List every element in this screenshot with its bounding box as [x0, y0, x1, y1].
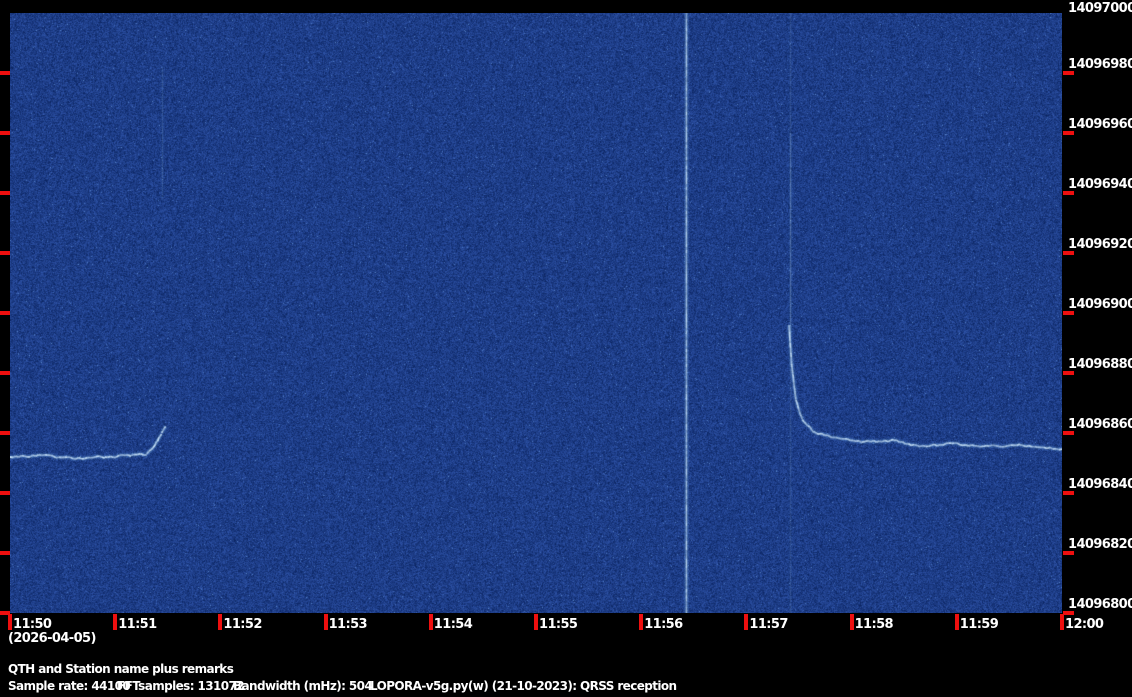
spectrogram-waterfall — [10, 13, 1062, 613]
freq-axis-label: 14096800 — [1068, 597, 1132, 612]
freq-tick-right — [1063, 311, 1074, 315]
time-tick — [1060, 614, 1064, 630]
freq-tick-left — [0, 251, 10, 255]
freq-tick-left — [0, 311, 10, 315]
freq-tick-right — [1063, 191, 1074, 195]
freq-tick-left — [0, 131, 10, 135]
time-axis-label: 11:50 — [13, 617, 52, 632]
time-axis-label: 11:58 — [854, 617, 894, 632]
time-axis-label: 11:53 — [328, 617, 368, 632]
time-tick — [954, 614, 959, 630]
freq-tick-right — [1063, 251, 1074, 255]
footer-info-item: FFTsamples: 131072 — [117, 679, 245, 693]
time-axis-label: 11:52 — [223, 617, 262, 632]
time-tick — [218, 614, 223, 630]
time-axis-label: 11:54 — [433, 617, 473, 632]
time-axis-label: 11:56 — [644, 617, 683, 632]
freq-tick-left — [0, 491, 10, 495]
freq-axis-label: 14096940 — [1068, 177, 1132, 192]
time-axis-label: 12:00 — [1065, 617, 1104, 632]
time-tick — [323, 614, 328, 630]
freq-tick-left — [0, 371, 10, 375]
freq-tick-right — [1063, 611, 1074, 615]
station-info-line: QTH and Station name plus remarks — [8, 662, 234, 676]
freq-tick-right — [1063, 371, 1074, 375]
freq-tick-right — [1063, 551, 1074, 555]
freq-axis-label: 14096820 — [1068, 537, 1132, 552]
time-axis-label: 11:51 — [118, 617, 157, 632]
freq-axis-label: 14096960 — [1068, 117, 1132, 132]
freq-tick-right — [1063, 491, 1074, 495]
freq-axis-label: 14097000 — [1068, 1, 1132, 16]
freq-tick-right — [1063, 131, 1074, 135]
footer-info-item: LOPORA-v5g.py(w) (21-10-2023): QRSS rece… — [370, 679, 677, 693]
freq-tick-left — [0, 431, 10, 435]
freq-tick-right — [1063, 71, 1074, 75]
freq-axis-label: 14096900 — [1068, 297, 1132, 312]
freq-tick-left — [0, 611, 10, 615]
time-axis-label: 11:55 — [539, 617, 578, 632]
footer-info-item: Bandwidth (mHz): 504 — [233, 679, 373, 693]
time-tick — [113, 614, 118, 630]
footer-info-item: Sample rate: 44100 — [8, 679, 131, 693]
time-tick — [744, 614, 749, 630]
freq-axis-label: 14096980 — [1068, 57, 1132, 72]
time-tick — [8, 614, 12, 630]
time-axis-label: 11:57 — [749, 617, 788, 632]
time-tick — [534, 614, 538, 630]
freq-axis-label: 14096880 — [1068, 357, 1132, 372]
freq-tick-left — [0, 71, 10, 75]
freq-axis-label: 14096840 — [1068, 477, 1132, 492]
time-axis-label: 11:59 — [959, 617, 999, 632]
freq-axis-label: 14096860 — [1068, 417, 1132, 432]
time-tick — [639, 614, 644, 630]
freq-tick-left — [0, 191, 10, 195]
time-tick — [849, 614, 854, 630]
date-label: (2026-04-05) — [8, 631, 96, 646]
time-tick — [428, 614, 433, 630]
freq-tick-left — [0, 551, 10, 555]
freq-tick-right — [1063, 431, 1074, 435]
freq-axis-label: 14096920 — [1068, 237, 1132, 252]
